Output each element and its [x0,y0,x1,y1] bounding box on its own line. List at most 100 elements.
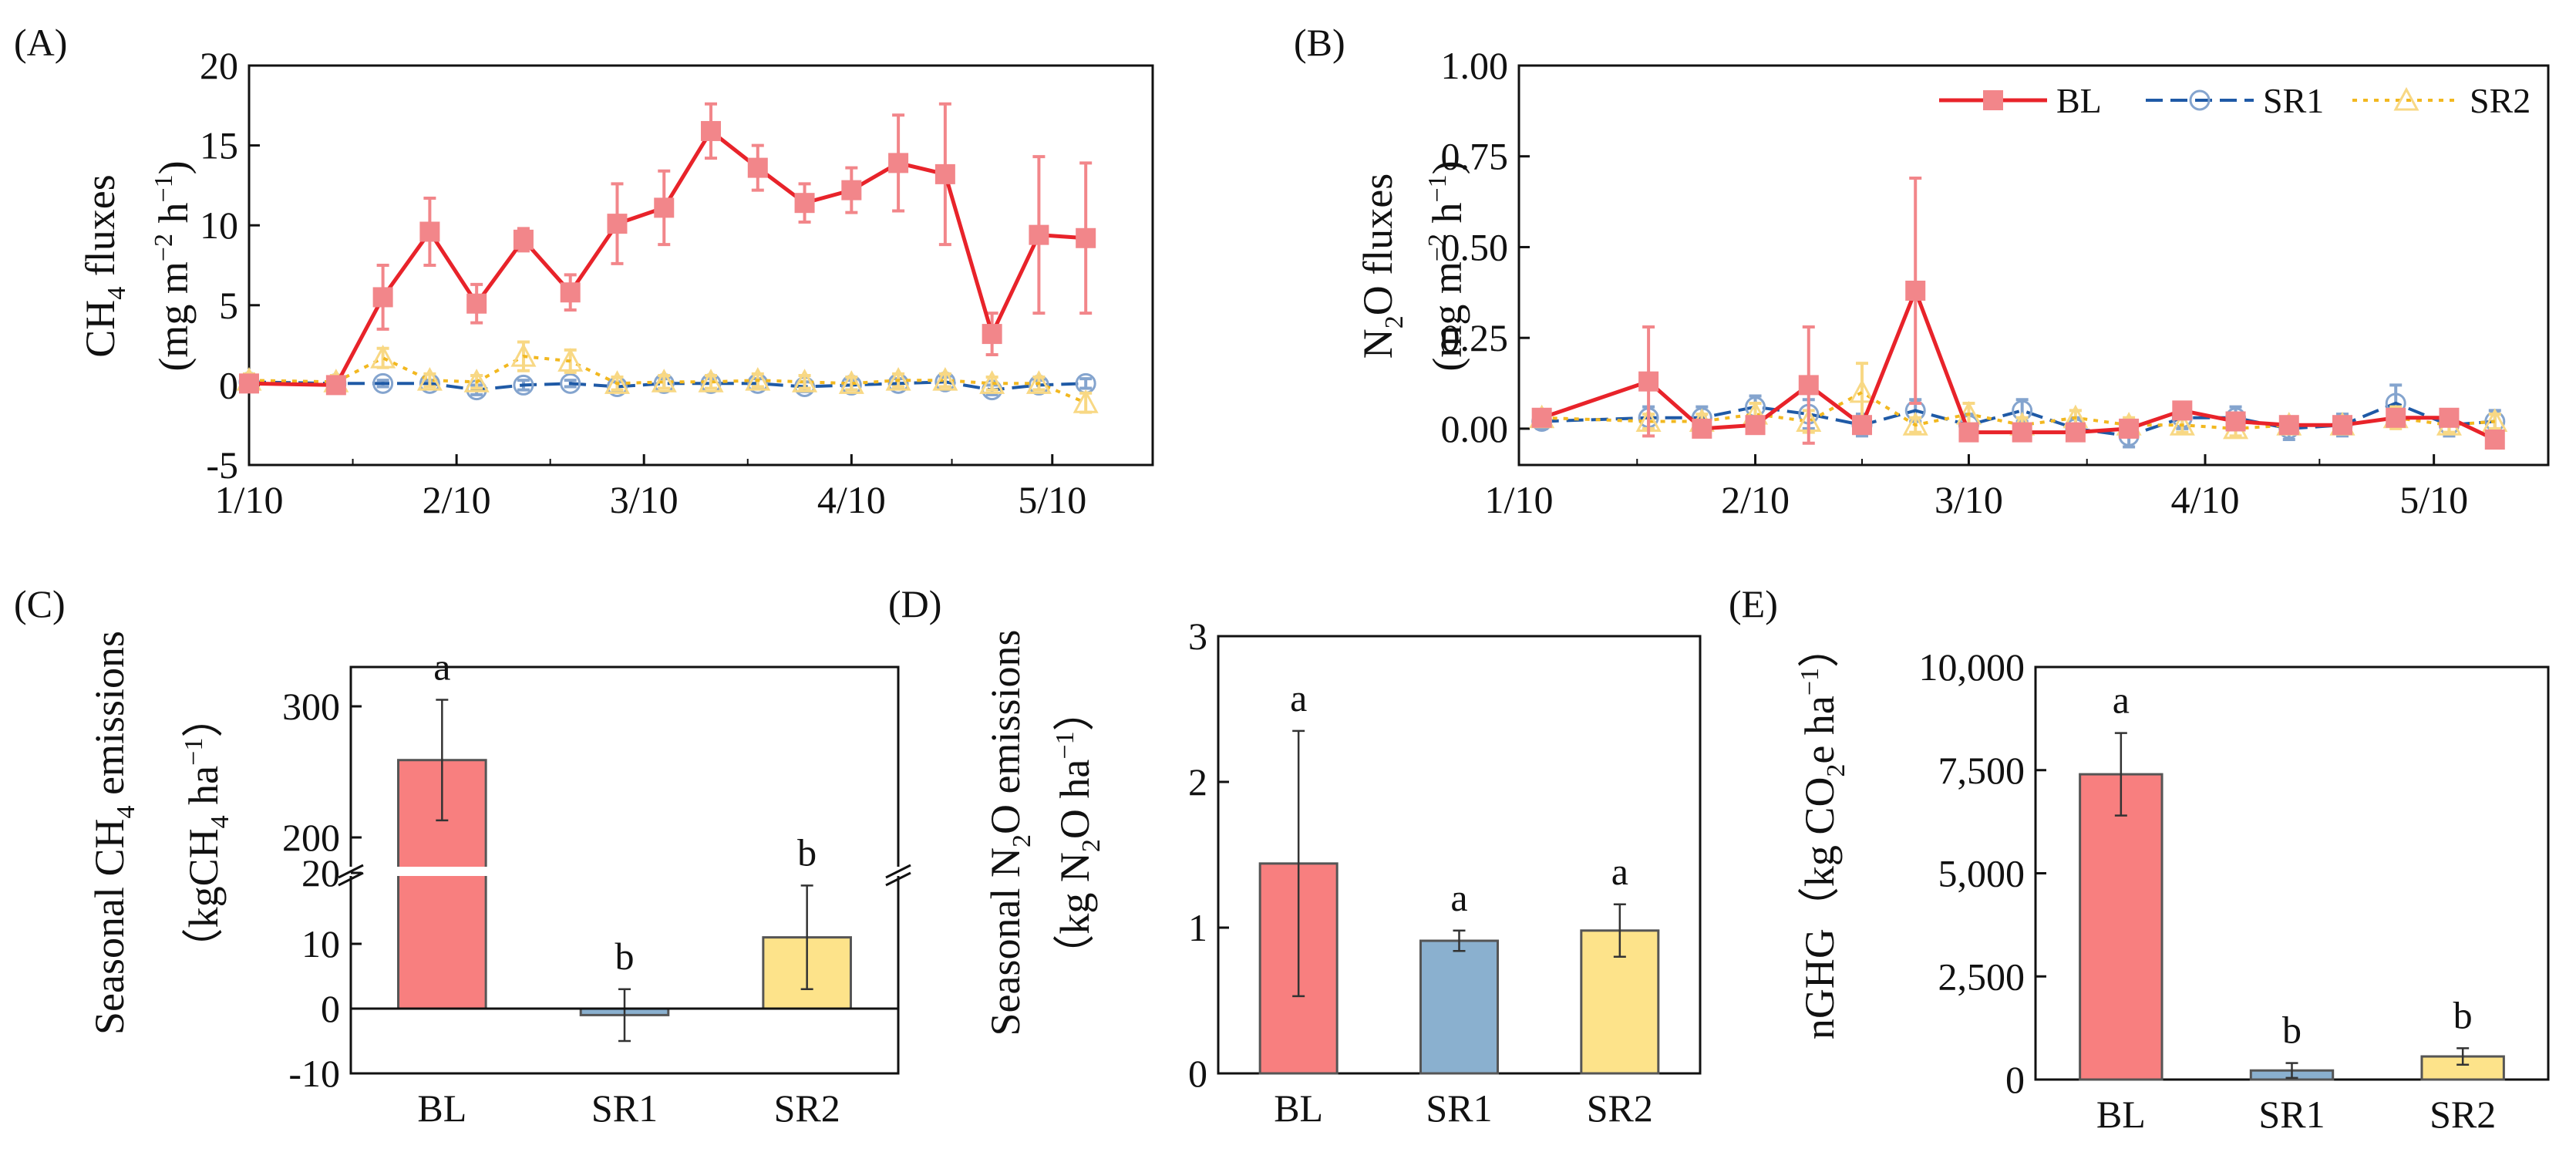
panel-a-xtick-label: 4/10 [817,478,886,521]
panel-d-chart: (D) Seasonal N2O emissions （kg N2O ha−1）… [888,582,1702,1130]
panel-a-series-sr2-point [792,369,818,392]
panel-b-xtick-label: 5/10 [2399,478,2468,521]
panel-a-series-bl-point [701,120,722,141]
panel-b-series-bl-point [2332,415,2352,436]
panel-a-ytick-label: 5 [219,284,238,327]
panel-b-series-bl-point [2439,407,2460,428]
panel-a-series-sr1-point [513,374,534,396]
panel-a-series-sr2-point [651,369,677,392]
panel-b-series-bl-point [1905,280,1926,301]
panel-c-ytick-label: 0 [321,987,340,1030]
panel-b-legend-sr1-text: SR1 [2263,81,2324,120]
panel-b-ytick-label: 0.75 [1441,135,1509,178]
panel-e-sig-letter-sr1: b [2282,1009,2302,1052]
panel-b-series-bl-point [2278,415,2299,436]
panel-a-series-bl-point [419,221,440,242]
panel-a-series-sr2-point [510,342,537,367]
panel-c-axis-break-mark-right [885,864,911,879]
panel-d-sig-letter-sr1: a [1450,876,1467,919]
panel-b-series-bl-point [1692,418,1712,439]
panel-a-series-sr2-point [932,367,958,391]
panel-b-ytick-label: 0.50 [1441,225,1509,268]
panel-a-series-bl-point [513,229,534,250]
panel-a-series-sr2-point [1072,389,1099,413]
panel-c-ytick-label: 20 [301,851,340,894]
panel-b-series-bl-point [2065,422,2086,443]
panel-a-series-sr2-point [745,367,771,391]
panel-a-series-sr2-point [698,369,724,392]
panel-d-xtick-label-sr2: SR2 [1587,1086,1653,1130]
panel-a-series-sr2-point [838,370,864,394]
panel-d-bar-sr1 [1419,939,1499,1075]
panel-e-ytick-label: 5,000 [1938,852,2025,895]
panel-a-series-sr2-point [557,348,584,372]
panel-e-sig-letter-sr2: b [2453,993,2473,1036]
panel-a-ytick-label: -5 [206,443,238,487]
panel-b-ytick-label: 0.25 [1441,316,1509,359]
panel-e-xtick-label-sr2: SR2 [2430,1093,2496,1136]
panel-a-series-sr2-point [979,370,1005,394]
panel-a-series-sr1-point [560,372,581,394]
panel-c-axis-break-mark-left [338,864,364,879]
panel-a-ylabel-line1: CH4 fluxes [77,174,131,357]
panel-a-series-sr2-point [604,370,630,394]
panel-b-series-bl-point [2484,430,2505,450]
panel-a-series-bl-point [239,373,259,394]
panel-a-series-sr2-line [248,355,1086,405]
panel-c-axis-break-mark-right [885,871,911,887]
panel-a-series-bl-point [841,180,862,200]
panel-a-series-bl-point [982,324,1002,345]
panel-e-ytick-label: 7,500 [1938,749,2025,792]
panel-a-xtick-label: 1/10 [215,478,284,521]
panel-b-chart: (B) N2O fluxes (mg m−2 h−1) 0.00 0.25 0.50… [1294,21,2550,521]
panel-d-ytick-label: 3 [1188,615,1207,658]
panel-c-ytick-label: 10 [301,922,340,965]
panel-b-series-bl-point [2012,422,2032,443]
panel-a-ytick-label: 20 [200,44,238,87]
panel-a-series-bl-point [747,157,768,178]
panel-e-ytick-label: 0 [2005,1058,2025,1101]
panel-b-ylabel-line1: N2O fluxes [1355,173,1409,359]
panel-a-series-bl-point [372,287,393,308]
panel-a-xtick-label: 5/10 [1018,478,1086,521]
panel-b-series-sr2-point [2169,412,2195,436]
panel-d-ytick-label: 0 [1188,1052,1207,1095]
panel-a-series-bl-point [466,293,487,314]
panel-a-series-bl-point [934,163,955,184]
panel-b-series-bl-point [1958,422,1979,443]
panel-e-bar-bl [2079,773,2164,1081]
panel-e-ylabel: nGHG（kg CO2e ha−1） [1796,626,1850,1039]
panel-c-ylabel-line2: （kgCH4 ha−1） [180,696,234,970]
panel-c-xtick-label-sr2: SR2 [774,1086,840,1130]
panel-a-series-sr2-point [885,367,911,391]
panel-c-axis-break-band [335,867,914,876]
panel-b-series-bl-point [2225,411,2246,432]
panel-c-label: (C) [14,582,66,625]
panel-b-xtick-label: 3/10 [1935,478,2003,521]
panel-b-xtick-label: 4/10 [2171,478,2240,521]
panel-b-label: (B) [1294,21,1345,64]
panel-a-series-bl-point [1029,224,1049,245]
panel-d-ylabel-line2: （kg N2O ha−1） [1051,689,1106,975]
panel-a-xtick-label: 2/10 [423,478,491,521]
panel-b-series-sr2-point [1849,379,1875,403]
panel-a-series-bl-point [1076,227,1096,248]
panel-b-series-sr2-point [1902,412,1928,436]
panel-b-legend-sr1-marker [2189,89,2211,111]
panel-a-series-bl-point [654,197,675,218]
panel-b-series-bl-point [2119,418,2140,439]
panel-e-sig-letter-bl: a [2113,679,2130,722]
panel-a-series-bl-point [888,153,909,173]
panel-b-series-bl-point [1852,415,1872,436]
panel-c-sig-letter-sr1: b [615,935,635,978]
panel-a-ytick-label: 15 [200,124,238,167]
panel-d-label: (D) [888,582,941,625]
panel-c-sig-letter-bl: a [433,645,450,689]
panel-a-frame [247,64,1154,467]
panel-b-legend-bl-text: BL [2056,81,2102,120]
panel-a-series-bl-point [325,375,346,396]
panel-e-chart: (E) nGHG（kg CO2e ha−1） a BL b SR1 b SR2 0 2,500… [1729,582,2550,1136]
panel-d-ytick-label: 1 [1188,906,1207,949]
panel-a-ytick-label: 0 [219,363,238,406]
